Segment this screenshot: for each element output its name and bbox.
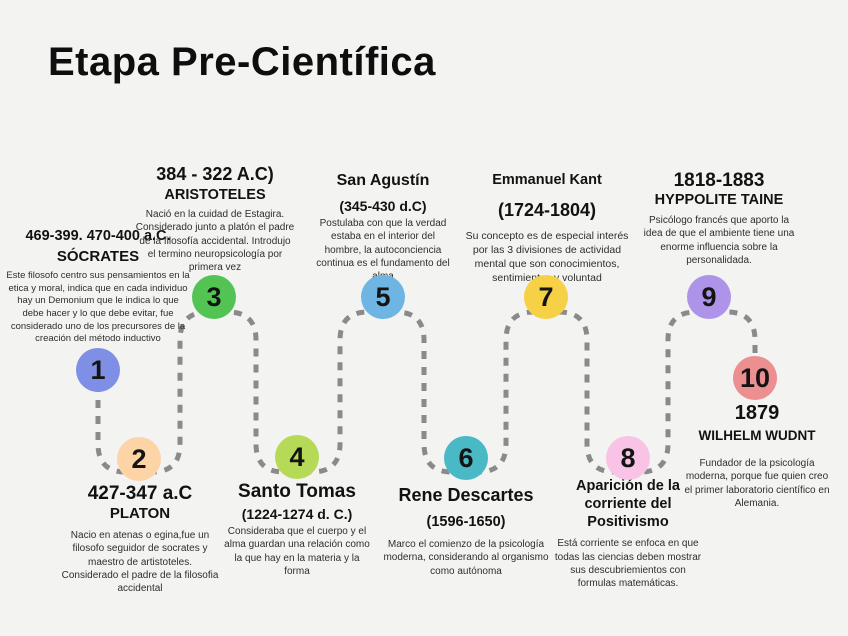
timeline-node-7: 7 <box>524 275 568 319</box>
item-date: (1596-1650) <box>426 514 506 530</box>
item-name: Santo Tomas <box>238 481 356 502</box>
node-number-6: 6 <box>458 442 474 473</box>
item-date: 384 - 322 A.C) <box>156 164 274 184</box>
timeline-item-san-agustin: San Agustín (345-430 d.C) Postulaba con … <box>315 172 451 283</box>
page-title: Etapa Pre-Científica <box>48 40 436 84</box>
item-name: Emmanuel Kant <box>492 172 602 188</box>
timeline-item-rene-descartes: Rene Descartes (1596-1650) Marco el comi… <box>380 485 552 578</box>
timeline-node-8: 8 <box>606 436 650 480</box>
item-name: ARISTOTELES <box>164 187 266 203</box>
item-description: Está corriente se enfoca en que todas la… <box>554 538 702 590</box>
item-date: 427-347 a.C <box>87 483 193 504</box>
node-number-5: 5 <box>375 281 391 312</box>
timeline-item-positivismo: Aparición de la corriente del Positivism… <box>553 477 703 591</box>
timeline-node-5: 5 <box>361 275 405 319</box>
timeline-node-9: 9 <box>687 275 731 319</box>
timeline-item-emmanuel-kant: Emmanuel Kant (1724-1804) Su concepto es… <box>462 172 632 286</box>
timeline-item-platon: 427-347 a.C PLATON Nacio en atenas o egi… <box>60 483 220 595</box>
item-name: San Agustín <box>336 172 430 189</box>
item-description: Este filosofo centro sus pensamientos en… <box>6 270 190 345</box>
item-name: Aparición de la corriente del Positivism… <box>576 478 680 531</box>
item-description: Postulaba con que la verdad estaba en el… <box>316 218 450 282</box>
timeline-item-socrates: 469-399. 470-400 a.C. SÓCRATES Este filo… <box>6 228 190 346</box>
node-number-2: 2 <box>131 443 147 474</box>
node-number-4: 4 <box>289 441 305 472</box>
timeline-node-4: 4 <box>275 435 319 479</box>
node-number-1: 1 <box>90 354 106 385</box>
item-date: 1818-1883 <box>673 170 765 191</box>
item-description: Nacio en atenas o egina,fue un filosofo … <box>61 530 219 595</box>
item-date: 469-399. 470-400 a.C. <box>25 228 171 244</box>
item-description: Consideraba que el cuerpo y el alma guar… <box>224 526 370 577</box>
timeline-item-aristoteles: 384 - 322 A.C) ARISTOTELES Nació en la c… <box>135 164 295 274</box>
item-description: Su concepto es de especial interés por l… <box>465 230 629 284</box>
item-description: Fundador de la psicología moderna, porqu… <box>684 458 830 509</box>
timeline-dashed-path <box>95 309 758 475</box>
item-date: 1879 <box>734 402 780 424</box>
timeline-item-santo-tomas: Santo Tomas (1224-1274 d. C.) Considerab… <box>221 481 373 578</box>
node-number-9: 9 <box>701 281 717 312</box>
node-number-3: 3 <box>206 281 222 312</box>
item-name: PLATON <box>109 505 171 522</box>
item-description: Nació en la cuidad de Estagira. Consider… <box>135 209 295 274</box>
item-name: WILHELM WUDNT <box>698 428 816 443</box>
timeline-node-2: 2 <box>117 437 161 481</box>
item-name: Rene Descartes <box>398 485 534 505</box>
item-description: Psicólogo francés que aporto la idea de … <box>643 215 795 266</box>
item-description: Marco el comienzo de la psicología moder… <box>383 539 549 577</box>
timeline-node-3: 3 <box>192 275 236 319</box>
item-date: (1224-1274 d. C.) <box>241 506 353 522</box>
node-number-8: 8 <box>620 442 636 473</box>
timeline-item-wilhelm-wudnt: 1879 WILHELM WUDNT Fundador de la psicol… <box>682 402 832 510</box>
timeline-node-6: 6 <box>444 436 488 480</box>
timeline-node-1: 1 <box>76 348 120 392</box>
node-number-10: 10 <box>739 362 771 393</box>
item-date: (345-430 d.C) <box>339 198 427 214</box>
timeline-node-10: 10 <box>733 356 777 400</box>
item-date: (1724-1804) <box>497 200 597 220</box>
node-number-7: 7 <box>538 281 554 312</box>
item-name: SÓCRATES <box>56 248 140 265</box>
timeline-item-hyppolite-taine: 1818-1883 HYPPOLITE TAINE Psicólogo fran… <box>641 170 797 267</box>
item-name: HYPPOLITE TAINE <box>654 192 784 208</box>
